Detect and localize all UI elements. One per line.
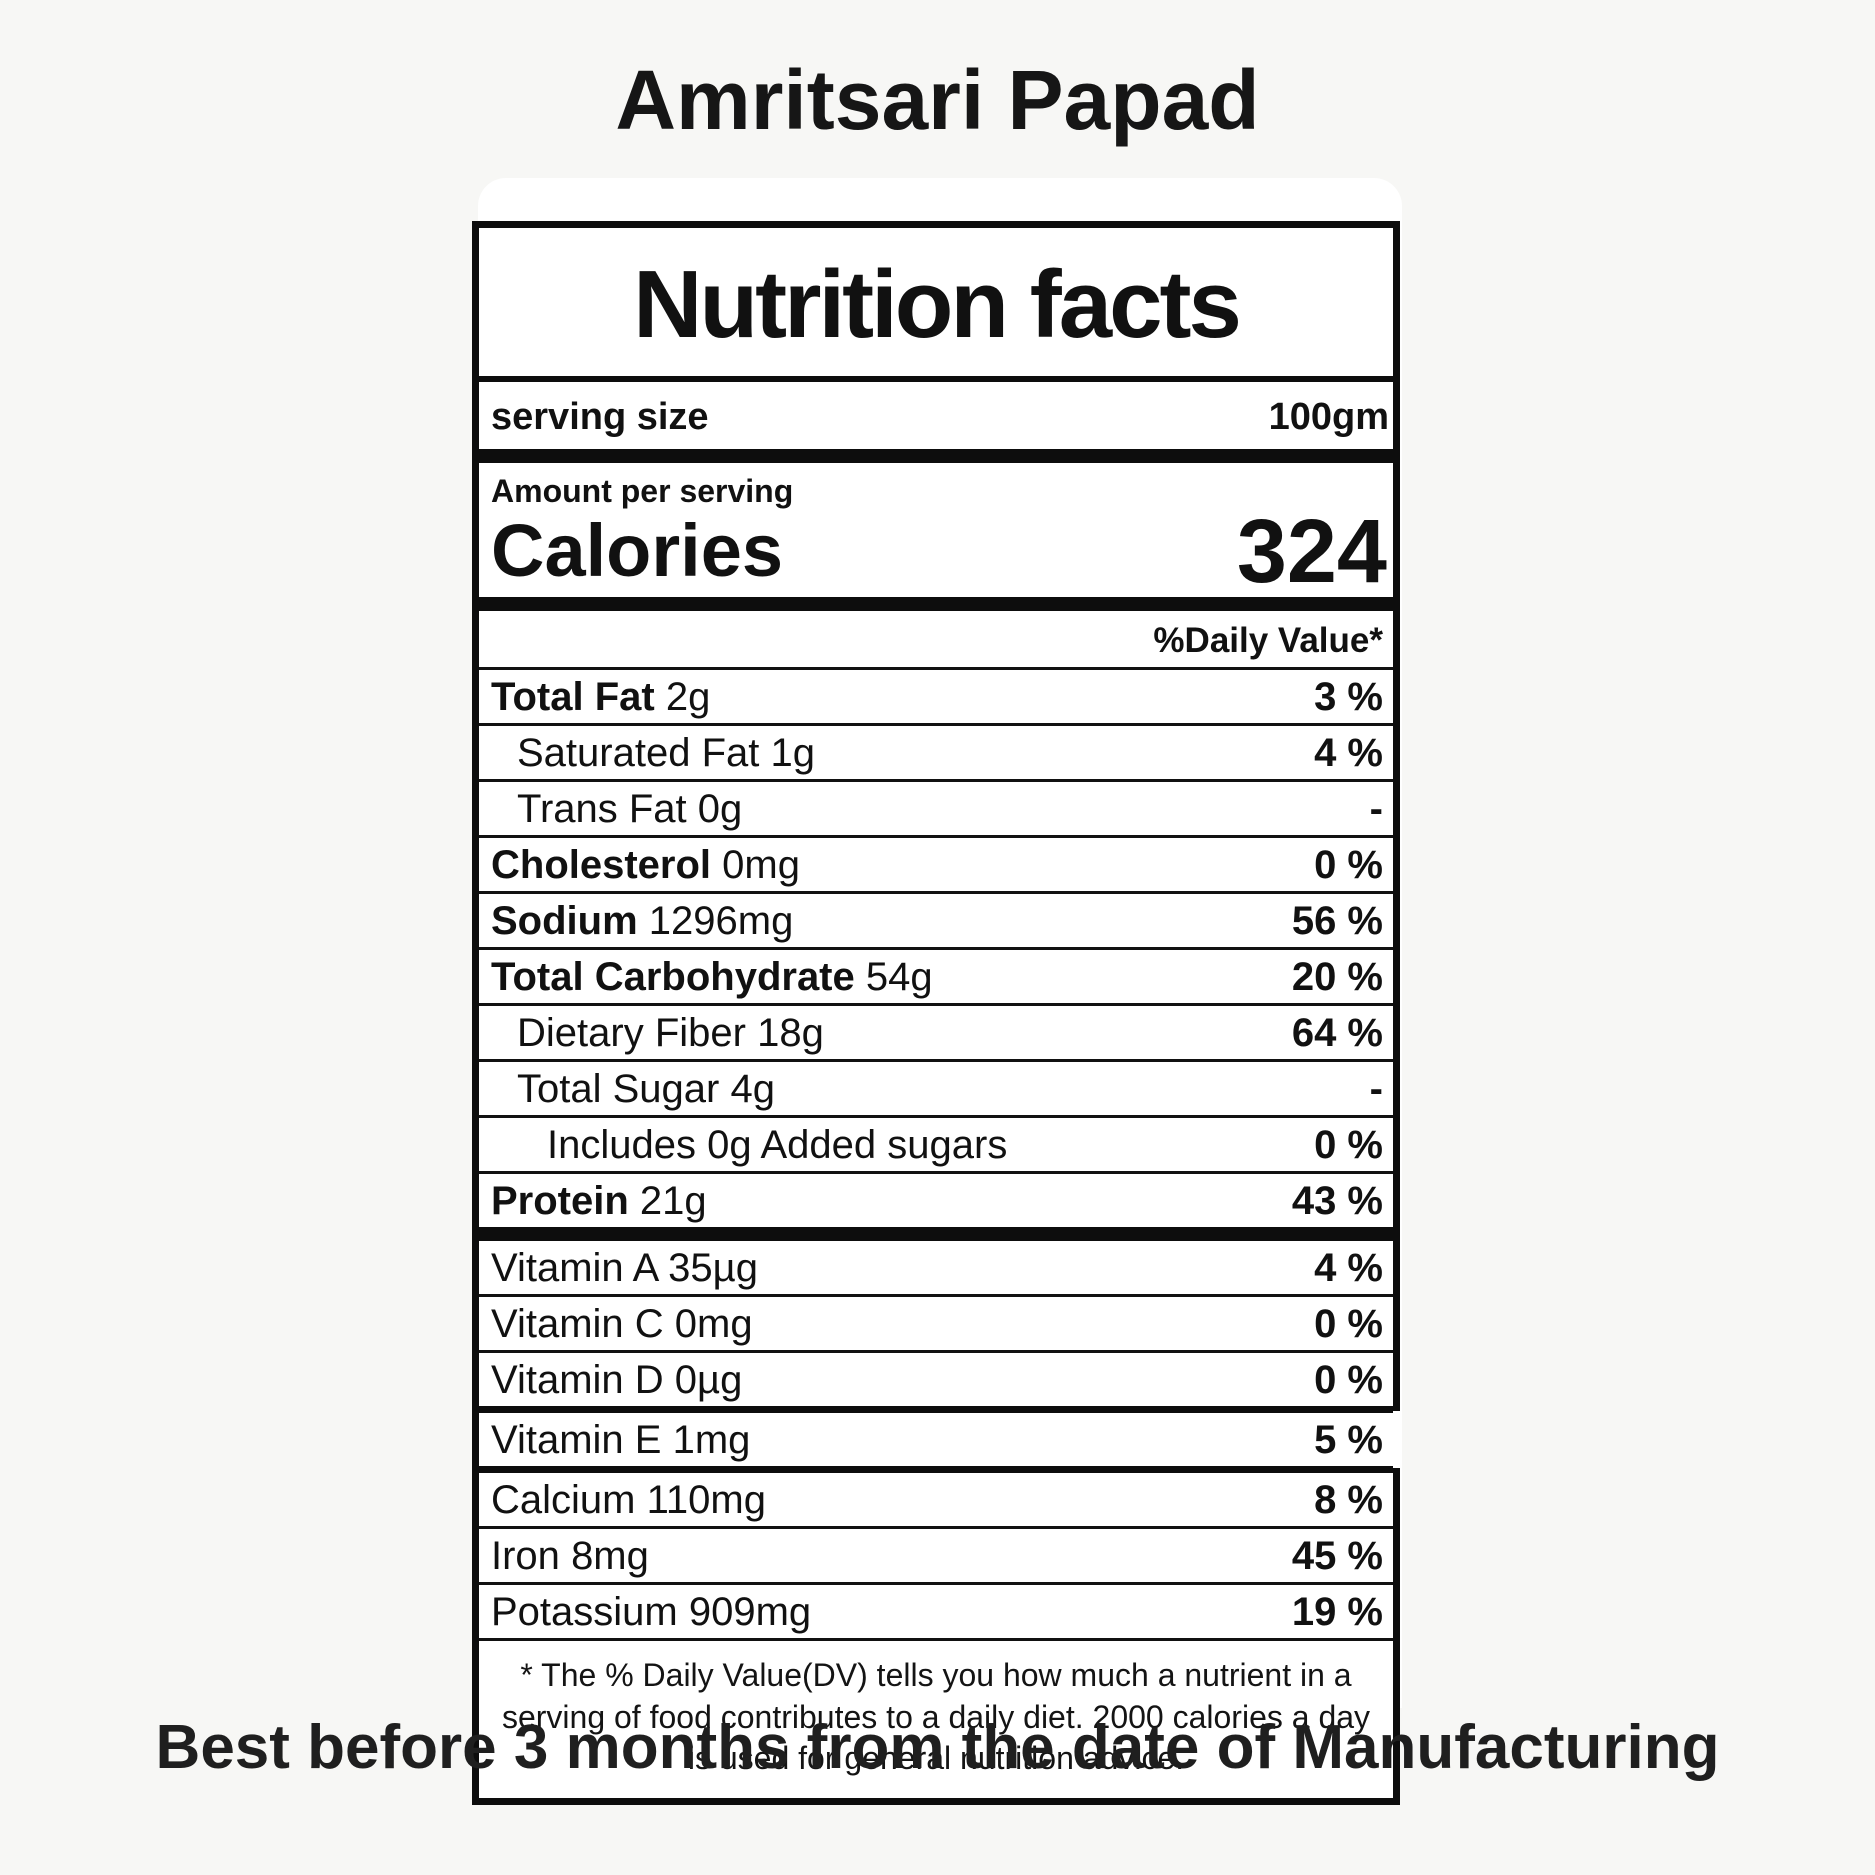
nutrient-row-vitamin-e: Vitamin E 1mg 5 % <box>479 1411 1402 1474</box>
nutrient-name: Vitamin D <box>491 1358 664 1403</box>
nutrient-name: Trans Fat <box>517 787 687 832</box>
nutrient-row-calcium: Calcium 110mg 8 % <box>479 1473 1393 1530</box>
nutrient-row-added-sugars: Includes 0g Added sugars 0 % <box>479 1118 1393 1175</box>
nutrient-amount: 1296mg <box>648 899 794 944</box>
nutrient-name: Total Fat <box>491 675 655 720</box>
nutrient-dv: 43 % <box>1291 1179 1383 1224</box>
nutrient-name: Protein <box>491 1179 629 1224</box>
calories-label: Calories <box>491 508 784 592</box>
nutrition-facts-panel: Nutrition facts serving size 100gm Amoun… <box>472 221 1402 1806</box>
nutrient-row-cholesterol: Cholesterol 0mg 0 % <box>479 838 1393 895</box>
nutrient-name: Iron <box>491 1534 560 1579</box>
nutrient-amount: 4g <box>730 1067 775 1112</box>
nutrient-row-iron: Iron 8mg 45 % <box>479 1529 1393 1586</box>
nutrient-name: Total Sugar <box>517 1067 720 1112</box>
nutrient-row-trans-fat: Trans Fat 0g - <box>479 782 1393 839</box>
nutrient-name: Calcium <box>491 1478 636 1523</box>
nutrient-dv: 4 % <box>1314 731 1383 776</box>
nutrient-name: Includes 0g Added sugars <box>547 1123 1008 1168</box>
nutrient-name: Saturated Fat <box>517 731 760 776</box>
nutrient-dv: 20 % <box>1291 955 1383 1000</box>
nutrient-amount: 54g <box>865 955 933 1000</box>
nutrient-dv: 4 % <box>1314 1246 1383 1291</box>
nutrient-amount: 1g <box>770 731 816 776</box>
nutrient-name: Vitamin E <box>491 1418 662 1463</box>
calories-section: Amount per serving Calories 324 <box>479 463 1393 612</box>
nutrient-row-vitamin-a: Vitamin A 35µg 4 % <box>479 1241 1393 1298</box>
nutrient-row-total-carbohydrate: Total Carbohydrate 54g 20 % <box>479 950 1393 1007</box>
nutrient-dv: 8 % <box>1314 1478 1383 1523</box>
serving-size-value: 100gm <box>1268 396 1389 438</box>
calories-row: Calories 324 <box>491 501 1387 602</box>
nutrient-amount: 0mg <box>722 843 800 888</box>
nutrition-facts-heading: Nutrition facts <box>479 228 1393 382</box>
nutrient-amount: 0mg <box>674 1302 753 1347</box>
nutrient-amount: 0g <box>697 787 743 832</box>
nutrient-amount: 909mg <box>688 1590 812 1635</box>
nutrient-amount: 110mg <box>646 1478 766 1523</box>
nutrient-dv: 0 % <box>1314 1302 1383 1347</box>
nutrient-row-potassium: Potassium 909mg 19 % <box>479 1585 1393 1642</box>
nutrient-row-sodium: Sodium 1296mg 56 % <box>479 894 1393 951</box>
daily-value-footnote: * The % Daily Value(DV) tells you how mu… <box>501 1657 1371 1777</box>
amount-per-serving-label: Amount per serving <box>491 473 794 509</box>
nutrient-name: Dietary Fiber <box>517 1011 746 1056</box>
serving-size-row: serving size 100gm <box>479 382 1393 463</box>
nutrient-amount: 21g <box>639 1179 707 1224</box>
nutrient-name: Sodium <box>491 899 638 944</box>
nutrient-dv: 19 % <box>1291 1590 1383 1635</box>
nutrient-row-protein: Protein 21g 43 % <box>479 1174 1393 1242</box>
nutrient-dv: - <box>1369 787 1383 832</box>
nutrient-name: Vitamin C <box>491 1302 664 1347</box>
nutrient-amount: 8mg <box>571 1534 649 1579</box>
calories-value: 324 <box>1236 501 1387 602</box>
nutrient-row-dietary-fiber: Dietary Fiber 18g 64 % <box>479 1006 1393 1063</box>
serving-size-label: serving size <box>491 396 709 438</box>
nutrient-amount: 2g <box>665 675 711 720</box>
nutrient-amount: 18g <box>757 1011 824 1056</box>
nutrient-amount: 1mg <box>672 1418 751 1463</box>
nutrient-dv: 0 % <box>1314 843 1383 888</box>
nutrient-dv: 3 % <box>1314 675 1383 720</box>
nutrient-amount: 35µg <box>668 1246 758 1291</box>
best-before-text: Best before 3 months from the date of Ma… <box>155 1713 1720 1782</box>
nutrient-dv: 0 % <box>1314 1358 1383 1403</box>
product-title: Amritsari Papad <box>615 53 1260 147</box>
nutrient-dv: 0 % <box>1314 1123 1383 1168</box>
nutrient-amount: 0µg <box>674 1358 743 1403</box>
nutrient-dv: - <box>1369 1067 1383 1112</box>
nutrient-row-total-sugar: Total Sugar 4g - <box>479 1062 1393 1119</box>
nutrient-dv: 64 % <box>1291 1011 1383 1056</box>
nutrient-dv: 5 % <box>1314 1418 1383 1463</box>
nutrient-dv: 56 % <box>1291 899 1383 944</box>
nutrient-row-vitamin-c: Vitamin C 0mg 0 % <box>479 1297 1393 1354</box>
nutrient-name: Vitamin A <box>491 1246 658 1291</box>
nutrient-row-saturated-fat: Saturated Fat 1g 4 % <box>479 726 1393 783</box>
nutrient-name: Total Carbohydrate <box>491 955 855 1000</box>
daily-value-header: %Daily Value* <box>479 611 1393 671</box>
nutrient-name: Potassium <box>491 1590 678 1635</box>
nutrient-name: Cholesterol <box>491 843 712 888</box>
nutrient-row-vitamin-d: Vitamin D 0µg 0 % <box>479 1353 1393 1414</box>
nutrient-row-total-fat: Total Fat 2g 3 % <box>479 670 1393 727</box>
nutrient-dv: 45 % <box>1291 1534 1383 1579</box>
